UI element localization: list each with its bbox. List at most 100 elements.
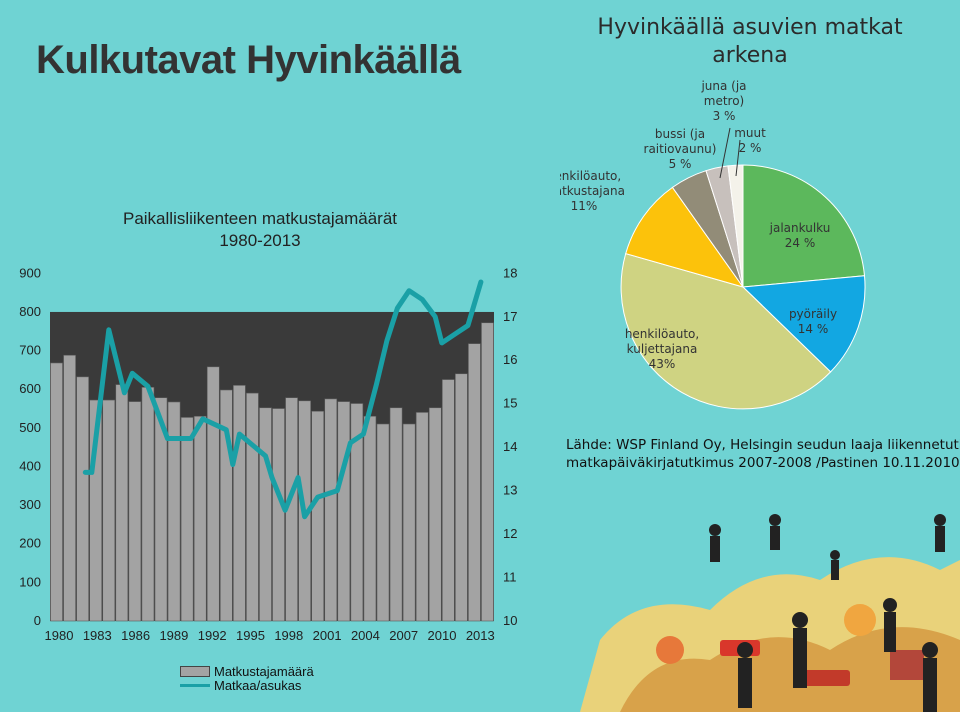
bar xyxy=(259,407,272,622)
legend-swatch-bars xyxy=(180,665,210,677)
bar xyxy=(428,407,442,622)
pie-slice xyxy=(741,275,866,373)
y-left-tick-label: 200 xyxy=(19,536,41,551)
x-tick-label: 1998 xyxy=(274,628,303,643)
pie-label-line: jalankulku xyxy=(769,221,831,235)
bar-line-chart: 0 100 200 300 400 500 600 700 800 900 10 11 12 13 14 15… xyxy=(19,265,517,643)
bar xyxy=(102,399,116,622)
bar xyxy=(441,379,455,622)
line-series xyxy=(82,279,484,520)
x-tick-label: 2004 xyxy=(351,628,380,643)
y-left-tick-label: 800 xyxy=(19,304,41,319)
source-line2: matkapäiväkirjatutkimus 2007-2008 /Pasti… xyxy=(566,455,960,471)
pie-chart-title-line1: Hyvinkäällä asuvien matkat xyxy=(597,15,903,40)
y-right-tick-label: 17 xyxy=(503,309,517,324)
bar-chart-title-line1: Paikallisliikenteen matkustajamäärät xyxy=(122,209,398,228)
x-tick-label: 2013 xyxy=(466,628,495,643)
x-tick-label: 1989 xyxy=(159,628,188,643)
y-right-tick-label: 16 xyxy=(503,352,517,367)
pie-label-line: 14 % xyxy=(798,322,829,336)
bar xyxy=(219,389,233,622)
bar xyxy=(76,376,89,622)
y-left-tick-label: 300 xyxy=(19,497,41,512)
pie-label-line: raitiovaunu) xyxy=(644,142,717,156)
bar xyxy=(180,417,194,622)
page-title: Kulkutavat Hyvinkäällä xyxy=(36,38,461,82)
pie-label-line: muut xyxy=(734,126,766,140)
x-tick-label: 2010 xyxy=(428,628,457,643)
bar xyxy=(115,384,129,622)
x-tick-label: 1995 xyxy=(236,628,265,643)
bar xyxy=(455,373,468,622)
pie-label-line: henkilöauto, xyxy=(560,169,621,183)
bar xyxy=(481,322,494,622)
y-left-tick-label: 500 xyxy=(19,420,41,435)
bar xyxy=(363,415,377,622)
bar xyxy=(389,407,403,622)
bar-chart-title: Paikallisliikenteen matkustajamäärät 198… xyxy=(100,208,420,252)
legend-label-bars: Matkustajamäärä xyxy=(214,663,314,679)
x-tick-label: 1983 xyxy=(83,628,112,643)
y-right-tick-label: 12 xyxy=(503,526,517,541)
bar xyxy=(272,408,285,622)
x-tick-label: 1992 xyxy=(198,628,227,643)
bar xyxy=(128,401,142,622)
x-tick-label: 2001 xyxy=(313,628,342,643)
bar xyxy=(311,410,325,622)
x-tick-label: 1980 xyxy=(45,628,74,643)
bar xyxy=(376,423,390,622)
pie-label-line: metro) xyxy=(704,94,744,108)
pie-chart-title: Hyvinkäällä asuvien matkat arkena xyxy=(560,14,940,70)
y-right-tick-label: 10 xyxy=(503,613,517,628)
y-right-tick-label: 13 xyxy=(503,483,517,498)
y-left-tick-label: 0 xyxy=(34,613,41,628)
pie-chart: jalankulku 24 %pyöräily 14 %henkilöauto, ku… xyxy=(560,79,866,410)
source-note: Lähde: WSP Finland Oy, Helsingin seudun … xyxy=(566,436,960,472)
pie-slice-label: henkilöauto,matkustajana11% xyxy=(560,169,625,213)
bar xyxy=(324,398,338,622)
pie-label-line: bussi (ja xyxy=(655,127,705,141)
pie-label-line: 5 % xyxy=(669,157,692,171)
y-left-tick-label: 900 xyxy=(19,265,41,280)
pie-label-line: 24 % xyxy=(785,236,816,250)
pie-slice-label: jalankulku 24 % xyxy=(769,221,831,250)
bar xyxy=(233,385,246,622)
bar xyxy=(167,401,181,622)
bar xyxy=(468,343,481,622)
bar-chart-title-line2: 1980-2013 xyxy=(219,231,301,250)
pie-label-line: 43% xyxy=(649,357,676,371)
legend-label-line: Matkaa/asukas xyxy=(214,677,302,693)
pie-slice xyxy=(620,252,832,410)
y-right-tick-label: 14 xyxy=(503,439,517,454)
bar xyxy=(350,403,364,622)
leader-line-muut xyxy=(735,139,741,177)
y-left-tick-label: 700 xyxy=(19,343,41,358)
bar xyxy=(337,401,351,622)
y-right-tick-label: 18 xyxy=(503,265,517,280)
pie-slice xyxy=(625,186,745,288)
x-tick-label: 1986 xyxy=(121,628,150,643)
pie-slice-label: pyöräily 14 % xyxy=(789,307,837,336)
bar xyxy=(63,354,76,622)
pie-label-line: pyöräily xyxy=(789,307,837,321)
pie-label-line: 11% xyxy=(571,199,598,213)
legend-swatch-line xyxy=(180,683,210,687)
bar xyxy=(415,412,429,622)
x-tick-label: 2007 xyxy=(389,628,418,643)
bar xyxy=(246,392,259,622)
chart-legend: Matkustajamäärä Matkaa/asukas xyxy=(180,663,314,693)
bar xyxy=(50,362,63,622)
y-left-tick-label: 100 xyxy=(19,574,41,589)
source-line1: Lähde: WSP Finland Oy, Helsingin seudun … xyxy=(566,437,960,453)
bar xyxy=(141,386,155,622)
pie-label-line: juna (ja xyxy=(700,79,746,93)
bar xyxy=(193,415,207,622)
bar xyxy=(402,423,416,622)
legend-item-bars: Matkustajamäärä xyxy=(180,663,314,679)
pie-slice-label: henkilöauto, kuljettajana 43% xyxy=(625,327,699,371)
pie-slice xyxy=(742,164,866,288)
pie-label-line: kuljettajana xyxy=(627,342,698,356)
pie-chart-title-line2: arkena xyxy=(712,43,788,68)
city-illustration xyxy=(580,514,960,712)
pie-label-line: matkustajana xyxy=(560,184,625,198)
